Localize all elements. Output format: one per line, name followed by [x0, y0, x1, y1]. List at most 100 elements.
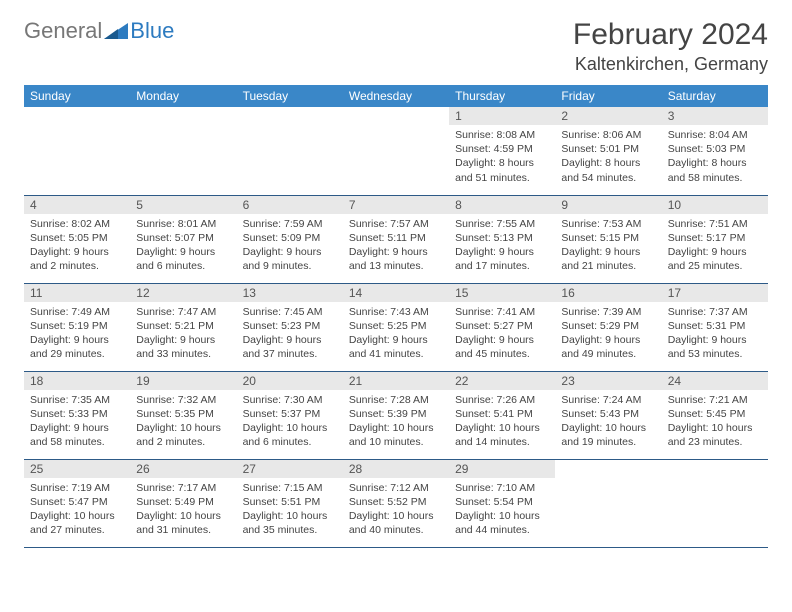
cell-details: Sunrise: 7:51 AMSunset: 5:17 PMDaylight:…: [662, 214, 768, 277]
calendar-cell: 21Sunrise: 7:28 AMSunset: 5:39 PMDayligh…: [343, 371, 449, 459]
logo: General Blue: [24, 18, 174, 44]
date-number: 15: [449, 284, 555, 302]
cell-details: Sunrise: 8:04 AMSunset: 5:03 PMDaylight:…: [662, 125, 768, 188]
calendar-cell: 14Sunrise: 7:43 AMSunset: 5:25 PMDayligh…: [343, 283, 449, 371]
cell-details: Sunrise: 7:39 AMSunset: 5:29 PMDaylight:…: [555, 302, 661, 365]
calendar-cell: 23Sunrise: 7:24 AMSunset: 5:43 PMDayligh…: [555, 371, 661, 459]
calendar-cell: 13Sunrise: 7:45 AMSunset: 5:23 PMDayligh…: [237, 283, 343, 371]
date-number: 13: [237, 284, 343, 302]
cell-details: Sunrise: 7:30 AMSunset: 5:37 PMDaylight:…: [237, 390, 343, 453]
cell-details: Sunrise: 7:17 AMSunset: 5:49 PMDaylight:…: [130, 478, 236, 541]
cell-details: Sunrise: 7:21 AMSunset: 5:45 PMDaylight:…: [662, 390, 768, 453]
calendar-cell: 17Sunrise: 7:37 AMSunset: 5:31 PMDayligh…: [662, 283, 768, 371]
calendar-cell: 1Sunrise: 8:08 AMSunset: 4:59 PMDaylight…: [449, 107, 555, 195]
calendar-cell: 28Sunrise: 7:12 AMSunset: 5:52 PMDayligh…: [343, 459, 449, 547]
cell-details: Sunrise: 7:10 AMSunset: 5:54 PMDaylight:…: [449, 478, 555, 541]
calendar-cell: 3Sunrise: 8:04 AMSunset: 5:03 PMDaylight…: [662, 107, 768, 195]
calendar-cell: 11Sunrise: 7:49 AMSunset: 5:19 PMDayligh…: [24, 283, 130, 371]
date-number: 6: [237, 196, 343, 214]
cell-details: Sunrise: 7:28 AMSunset: 5:39 PMDaylight:…: [343, 390, 449, 453]
calendar-week-row: 1Sunrise: 8:08 AMSunset: 4:59 PMDaylight…: [24, 107, 768, 195]
cell-details: Sunrise: 7:19 AMSunset: 5:47 PMDaylight:…: [24, 478, 130, 541]
cell-details: Sunrise: 7:47 AMSunset: 5:21 PMDaylight:…: [130, 302, 236, 365]
cell-details: Sunrise: 8:02 AMSunset: 5:05 PMDaylight:…: [24, 214, 130, 277]
calendar-cell: [555, 459, 661, 547]
date-number: 7: [343, 196, 449, 214]
date-number: 29: [449, 460, 555, 478]
calendar-week-row: 18Sunrise: 7:35 AMSunset: 5:33 PMDayligh…: [24, 371, 768, 459]
calendar-cell: 19Sunrise: 7:32 AMSunset: 5:35 PMDayligh…: [130, 371, 236, 459]
cell-details: Sunrise: 7:24 AMSunset: 5:43 PMDaylight:…: [555, 390, 661, 453]
calendar-cell: [237, 107, 343, 195]
day-header: Friday: [555, 85, 661, 107]
calendar-cell: 2Sunrise: 8:06 AMSunset: 5:01 PMDaylight…: [555, 107, 661, 195]
cell-details: Sunrise: 7:45 AMSunset: 5:23 PMDaylight:…: [237, 302, 343, 365]
day-header: Thursday: [449, 85, 555, 107]
date-number: 27: [237, 460, 343, 478]
logo-text-general: General: [24, 18, 102, 44]
calendar-cell: 26Sunrise: 7:17 AMSunset: 5:49 PMDayligh…: [130, 459, 236, 547]
date-number: 21: [343, 372, 449, 390]
date-number: 3: [662, 107, 768, 125]
calendar-cell: 12Sunrise: 7:47 AMSunset: 5:21 PMDayligh…: [130, 283, 236, 371]
cell-details: Sunrise: 7:15 AMSunset: 5:51 PMDaylight:…: [237, 478, 343, 541]
cell-details: Sunrise: 7:37 AMSunset: 5:31 PMDaylight:…: [662, 302, 768, 365]
date-number: 5: [130, 196, 236, 214]
calendar-cell: [662, 459, 768, 547]
calendar-week-row: 25Sunrise: 7:19 AMSunset: 5:47 PMDayligh…: [24, 459, 768, 547]
calendar-cell: 24Sunrise: 7:21 AMSunset: 5:45 PMDayligh…: [662, 371, 768, 459]
date-number: 20: [237, 372, 343, 390]
cell-details: Sunrise: 7:59 AMSunset: 5:09 PMDaylight:…: [237, 214, 343, 277]
calendar-cell: 6Sunrise: 7:59 AMSunset: 5:09 PMDaylight…: [237, 195, 343, 283]
date-number: 22: [449, 372, 555, 390]
cell-details: Sunrise: 7:12 AMSunset: 5:52 PMDaylight:…: [343, 478, 449, 541]
date-number: 18: [24, 372, 130, 390]
calendar-cell: 29Sunrise: 7:10 AMSunset: 5:54 PMDayligh…: [449, 459, 555, 547]
date-number: 12: [130, 284, 236, 302]
date-number: 1: [449, 107, 555, 125]
calendar-cell: 25Sunrise: 7:19 AMSunset: 5:47 PMDayligh…: [24, 459, 130, 547]
date-number: 26: [130, 460, 236, 478]
calendar-cell: 18Sunrise: 7:35 AMSunset: 5:33 PMDayligh…: [24, 371, 130, 459]
cell-details: Sunrise: 7:53 AMSunset: 5:15 PMDaylight:…: [555, 214, 661, 277]
calendar-cell: 10Sunrise: 7:51 AMSunset: 5:17 PMDayligh…: [662, 195, 768, 283]
date-number: 17: [662, 284, 768, 302]
calendar-cell: 27Sunrise: 7:15 AMSunset: 5:51 PMDayligh…: [237, 459, 343, 547]
cell-details: Sunrise: 7:57 AMSunset: 5:11 PMDaylight:…: [343, 214, 449, 277]
calendar-cell: 4Sunrise: 8:02 AMSunset: 5:05 PMDaylight…: [24, 195, 130, 283]
location-label: Kaltenkirchen, Germany: [573, 54, 768, 75]
cell-details: Sunrise: 7:43 AMSunset: 5:25 PMDaylight:…: [343, 302, 449, 365]
date-number: 10: [662, 196, 768, 214]
cell-details: Sunrise: 7:35 AMSunset: 5:33 PMDaylight:…: [24, 390, 130, 453]
day-header: Wednesday: [343, 85, 449, 107]
cell-details: Sunrise: 7:49 AMSunset: 5:19 PMDaylight:…: [24, 302, 130, 365]
calendar-cell: 15Sunrise: 7:41 AMSunset: 5:27 PMDayligh…: [449, 283, 555, 371]
header: General Blue February 2024 Kaltenkirchen…: [24, 18, 768, 75]
day-header: Tuesday: [237, 85, 343, 107]
cell-details: Sunrise: 8:08 AMSunset: 4:59 PMDaylight:…: [449, 125, 555, 188]
cell-details: Sunrise: 7:41 AMSunset: 5:27 PMDaylight:…: [449, 302, 555, 365]
title-block: February 2024 Kaltenkirchen, Germany: [573, 18, 768, 75]
calendar-cell: 22Sunrise: 7:26 AMSunset: 5:41 PMDayligh…: [449, 371, 555, 459]
calendar-week-row: 4Sunrise: 8:02 AMSunset: 5:05 PMDaylight…: [24, 195, 768, 283]
day-header-row: Sunday Monday Tuesday Wednesday Thursday…: [24, 85, 768, 107]
day-header: Saturday: [662, 85, 768, 107]
date-number: 24: [662, 372, 768, 390]
calendar-cell: [130, 107, 236, 195]
cell-details: Sunrise: 7:26 AMSunset: 5:41 PMDaylight:…: [449, 390, 555, 453]
date-number: 11: [24, 284, 130, 302]
calendar-cell: 7Sunrise: 7:57 AMSunset: 5:11 PMDaylight…: [343, 195, 449, 283]
calendar-cell: [24, 107, 130, 195]
date-number: 2: [555, 107, 661, 125]
calendar-cell: 9Sunrise: 7:53 AMSunset: 5:15 PMDaylight…: [555, 195, 661, 283]
cell-details: Sunrise: 8:01 AMSunset: 5:07 PMDaylight:…: [130, 214, 236, 277]
day-header: Monday: [130, 85, 236, 107]
cell-details: Sunrise: 7:32 AMSunset: 5:35 PMDaylight:…: [130, 390, 236, 453]
calendar-week-row: 11Sunrise: 7:49 AMSunset: 5:19 PMDayligh…: [24, 283, 768, 371]
date-number: 16: [555, 284, 661, 302]
calendar-cell: 20Sunrise: 7:30 AMSunset: 5:37 PMDayligh…: [237, 371, 343, 459]
date-number: 14: [343, 284, 449, 302]
date-number: 8: [449, 196, 555, 214]
date-number: 4: [24, 196, 130, 214]
calendar-cell: 8Sunrise: 7:55 AMSunset: 5:13 PMDaylight…: [449, 195, 555, 283]
